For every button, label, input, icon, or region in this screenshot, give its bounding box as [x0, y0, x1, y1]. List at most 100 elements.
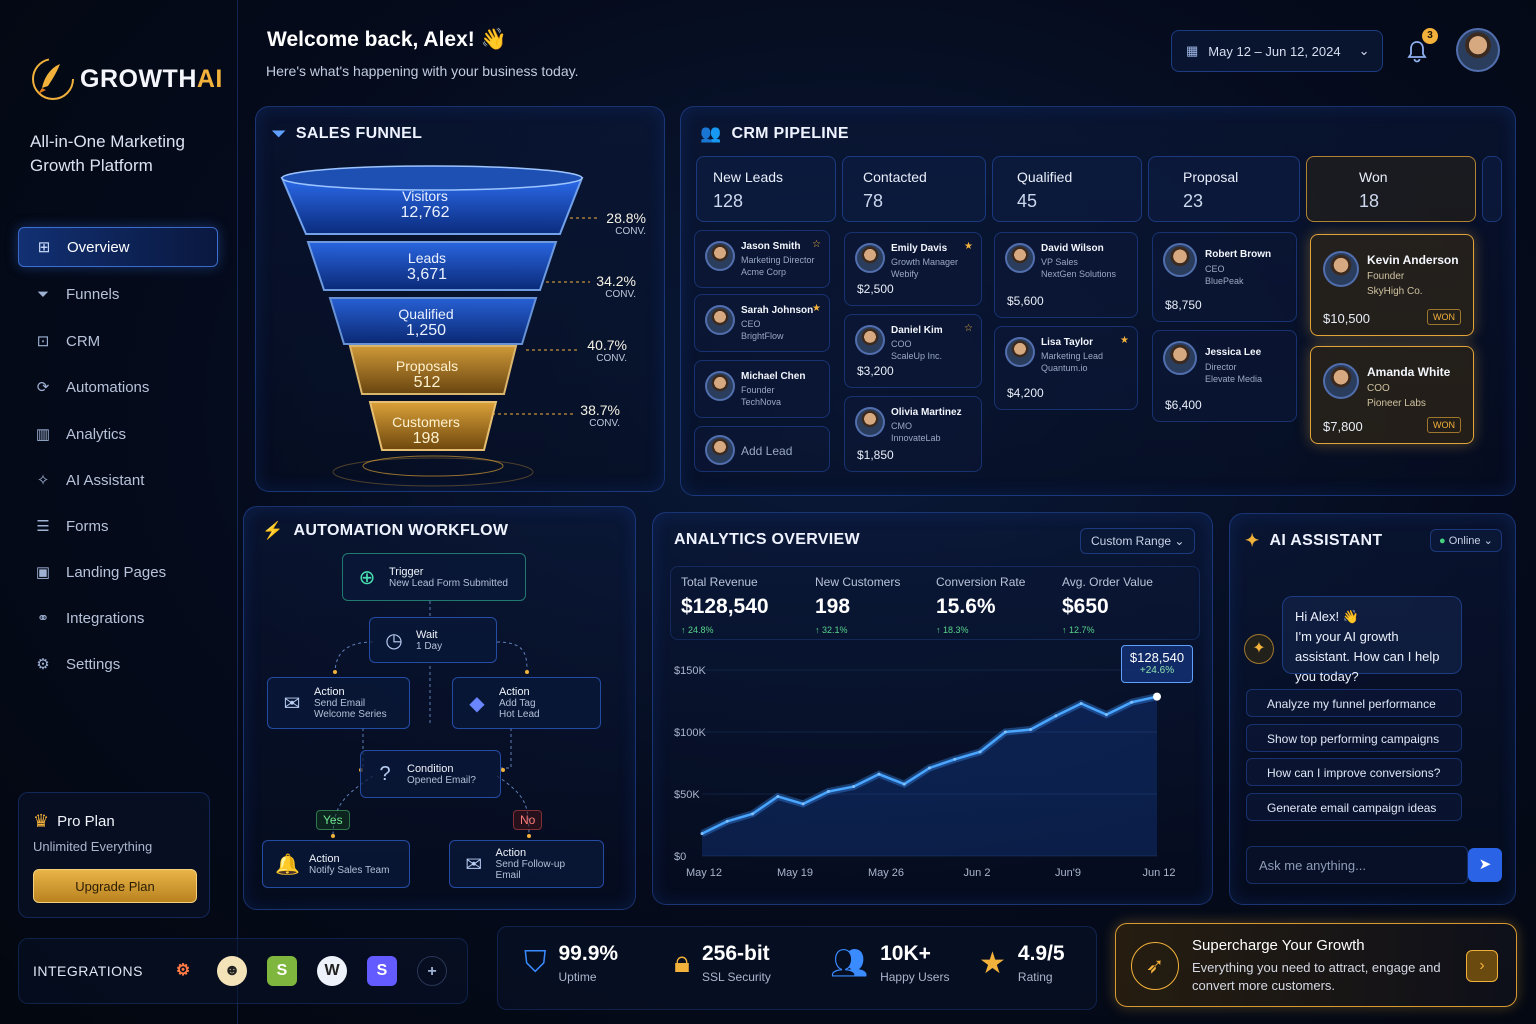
suggestion-chip[interactable]: Generate email campaign ideas: [1246, 793, 1462, 821]
won-card[interactable]: Amanda White COO Pioneer Labs $7,800 WON: [1310, 346, 1474, 444]
y-tick-label: $100K: [674, 727, 706, 739]
workflow-followup-node[interactable]: ✉ Action Send Follow-up Email: [449, 840, 604, 888]
funnel-stage-proposals: Proposals 512: [395, 358, 459, 391]
ai-chat-input[interactable]: Ask me anything...: [1246, 846, 1468, 884]
crm-icon: ⊡: [36, 333, 50, 350]
crm-stage-overflow[interactable]: [1482, 156, 1502, 222]
avatar: [1005, 243, 1035, 273]
shield-icon: ⛉: [524, 946, 547, 979]
avatar: [705, 241, 735, 271]
integrations-label: INTEGRATIONS: [33, 963, 143, 979]
crm-stage-proposal[interactable]: Proposal 23: [1148, 156, 1300, 222]
nav-item-analytics[interactable]: ▥ Analytics: [35, 425, 127, 444]
chevron-down-icon: ⌄: [1358, 43, 1370, 58]
sales-funnel-title: ⏷ SALES FUNNEL: [272, 124, 423, 143]
funnel-layer-proposals: [348, 345, 518, 395]
data-point: [1079, 701, 1083, 705]
crm-stage-new-leads[interactable]: New Leads 128: [696, 156, 836, 222]
chevron-right-icon[interactable]: ›: [1466, 950, 1498, 982]
plan-card: ♛ Pro Plan Unlimited Everything Upgrade P…: [18, 792, 210, 918]
workflow-trigger-node[interactable]: ⊕ Trigger New Lead Form Submitted: [342, 553, 526, 601]
lead-card[interactable]: Daniel Kim COO ScaleUp Inc. $3,200 ☆: [844, 314, 982, 388]
stripe-icon[interactable]: S: [367, 956, 397, 986]
nav-item-crm[interactable]: ⊡ CRM: [18, 321, 218, 361]
calendar-icon: ▦: [1186, 43, 1199, 58]
workflow-wait-node[interactable]: ◷ Wait 1 Day: [369, 617, 497, 663]
won-card[interactable]: Kevin Anderson Founder SkyHigh Co. $10,500 W…: [1310, 234, 1474, 336]
send-icon[interactable]: ➤: [1468, 848, 1502, 882]
suggestion-chip[interactable]: Analyze my funnel performance: [1246, 689, 1462, 717]
lead-card[interactable]: Michael Chen Founder TechNova: [694, 360, 830, 418]
lock-icon: 🔒︎: [674, 946, 690, 979]
date-range-picker[interactable]: ▦ May 12 – Jun 12, 2024 ⌄: [1171, 30, 1383, 72]
metric-avg-order-value: Avg. Order Value $650 ↑ 12.7%: [1062, 575, 1153, 635]
add-integration-icon[interactable]: +: [417, 956, 447, 986]
lead-card[interactable]: Jason Smith Marketing Director Acme Corp ☆: [694, 230, 830, 288]
data-point: [776, 794, 780, 798]
user-avatar[interactable]: [1456, 28, 1500, 72]
lead-card[interactable]: Emily Davis Growth Manager Webify $2,500 ★: [844, 232, 982, 306]
workflow-notify-node[interactable]: 🔔 Action Notify Sales Team: [262, 840, 410, 888]
lead-card[interactable]: Sarah Johnson CEO BrightFlow ★: [694, 294, 830, 352]
star-icon[interactable]: ★: [1120, 335, 1129, 346]
suggestion-chip[interactable]: How can I improve conversions?: [1246, 758, 1462, 786]
nav-item-automations[interactable]: ⟳ Automations: [18, 367, 218, 407]
suggestion-chip[interactable]: Show top performing campaigns: [1246, 724, 1462, 752]
funnel-stage-customers: Customers 198: [392, 414, 460, 447]
data-point: [978, 750, 982, 754]
ai-icon: ✧: [36, 472, 50, 489]
series-area: [702, 696, 1157, 856]
hubspot-icon[interactable]: ⚙: [175, 962, 191, 979]
status-dropdown[interactable]: ● Online ⌄: [1430, 529, 1502, 552]
star-icon[interactable]: ☆: [812, 239, 821, 250]
star-icon[interactable]: ★: [964, 241, 973, 252]
user-plus-icon: ⊕: [358, 566, 376, 589]
nav-item-overview[interactable]: ⊞ Overview: [18, 227, 218, 267]
funnel-icon: ⏷: [36, 285, 49, 303]
mailchimp-icon[interactable]: ☻: [217, 956, 247, 986]
lead-card[interactable]: Lisa Taylor Marketing Lead Quantum.io $4,20…: [994, 326, 1138, 410]
stat-rating: ★ 4.9/5 Rating: [979, 942, 1065, 984]
range-dropdown[interactable]: Custom Range ⌄: [1080, 528, 1196, 554]
chart-tooltip: $128,540 +24.6%: [1121, 645, 1193, 683]
lead-card[interactable]: Jessica Lee Director Elevate Media $6,400: [1152, 330, 1297, 422]
crm-stage-won[interactable]: Won 18: [1306, 156, 1476, 222]
mail-icon: ✉: [465, 853, 483, 876]
nav-item-settings[interactable]: ⚙ Settings: [18, 644, 218, 684]
nav-item-landing-pages[interactable]: ▣ Landing Pages: [35, 563, 167, 582]
landing-icon: ▣: [35, 564, 51, 581]
nav-item-integrations[interactable]: ⚭ Integrations: [18, 598, 218, 638]
conversion-rate-3: 40.7% CONV.: [587, 337, 627, 364]
users-icon: 👥︎: [830, 946, 869, 980]
bell-icon: 🔔: [275, 853, 300, 876]
avatar: [705, 435, 735, 465]
chevron-down-icon: ⌄: [1483, 535, 1493, 547]
data-point: [700, 832, 704, 836]
nav-item-funnels[interactable]: ⏷ Funnels: [18, 274, 218, 314]
star-icon[interactable]: ☆: [964, 323, 973, 334]
crm-stage-contacted[interactable]: Contacted 78: [842, 156, 986, 222]
star-icon[interactable]: ★: [812, 303, 821, 314]
funnel-graphic: [280, 165, 600, 487]
workflow-condition-node[interactable]: ? Condition Opened Email?: [360, 750, 501, 798]
bell-icon[interactable]: [1404, 38, 1432, 66]
workflow-add-tag-node[interactable]: ◆ Action Add Tag Hot Lead: [452, 677, 601, 729]
promo-banner[interactable]: [1115, 923, 1517, 1007]
wordpress-icon[interactable]: W: [317, 956, 347, 986]
stat-users: 👥︎ 10K+ Happy Users: [830, 942, 950, 984]
crm-stage-qualified[interactable]: Qualified 45: [992, 156, 1142, 222]
lead-card[interactable]: Robert Brown CEO BluePeak $8,750: [1152, 232, 1297, 322]
x-tick-label: Jun 2: [964, 867, 991, 879]
nav-item-ai-assistant[interactable]: ✧ AI Assistant: [18, 460, 218, 500]
workflow-send-email-node[interactable]: ✉ Action Send Email Welcome Series: [267, 677, 410, 729]
integrations-icon: ⚭: [36, 610, 50, 627]
shopify-icon[interactable]: S: [267, 956, 297, 986]
lead-card[interactable]: David Wilson VP Sales NextGen Solutions $5,…: [994, 232, 1138, 318]
add-lead-button[interactable]: Add Lead: [694, 426, 830, 472]
upgrade-plan-button[interactable]: Upgrade Plan: [33, 869, 197, 903]
lead-card[interactable]: Olivia Martinez CMO InnovateLab $1,850: [844, 396, 982, 472]
brand-logo[interactable]: GROWTHAI: [30, 56, 223, 102]
stat-uptime: ⛉ 99.9% Uptime: [524, 942, 619, 984]
nav-item-forms[interactable]: ☰ Forms: [18, 506, 218, 546]
funnel-stage-qualified: Qualified 1,250: [398, 306, 454, 339]
